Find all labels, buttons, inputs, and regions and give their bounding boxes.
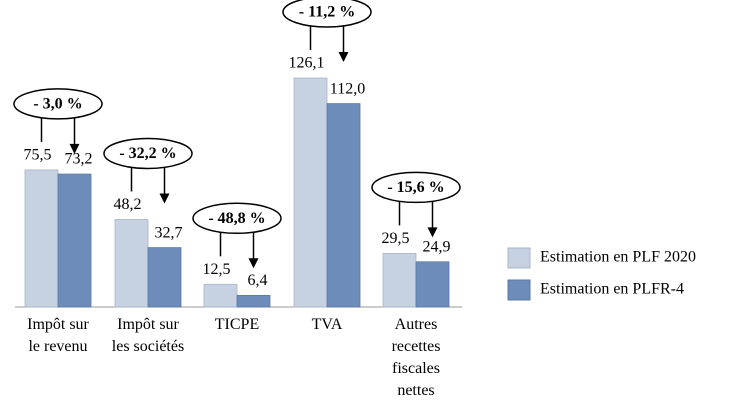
- annotation-ellipse: [13, 88, 103, 120]
- bar: [57, 173, 92, 308]
- value-label: 73,2: [65, 151, 93, 168]
- value-label: 12,5: [203, 261, 231, 278]
- arrow-head: [159, 193, 170, 204]
- arrow-head: [338, 52, 349, 63]
- bar: [24, 169, 59, 308]
- value-label: 112,0: [330, 80, 365, 97]
- bar: [382, 253, 417, 308]
- arrow-head: [248, 258, 259, 269]
- value-label: 24,9: [423, 238, 451, 255]
- value-label: 75,5: [24, 147, 52, 164]
- bar: [236, 294, 271, 308]
- bar: [293, 77, 328, 308]
- annotation: - 3,0 %: [33, 96, 82, 113]
- annotation: - 11,2 %: [299, 4, 355, 21]
- value-label: 126,1: [289, 55, 325, 72]
- arrow-head: [427, 227, 438, 238]
- annotation-ellipse: [282, 0, 372, 28]
- legend-swatch: [507, 279, 531, 301]
- bar: [147, 247, 182, 308]
- legend-label: Estimation en PLFR-4: [540, 281, 684, 298]
- annotation: - 32,2 %: [119, 145, 176, 162]
- annotation-ellipse: [192, 202, 282, 235]
- annotation: - 15,6 %: [387, 179, 444, 196]
- value-label: 48,2: [114, 196, 142, 213]
- x-tick-label: TICPE: [214, 316, 260, 333]
- value-label: 32,7: [155, 224, 183, 241]
- bar: [114, 219, 149, 308]
- x-tick-label: Autres recettes fiscales nettes: [391, 316, 441, 399]
- x-tick-label: TVA: [311, 316, 343, 333]
- x-tick-label: Impôt sur le revenu: [27, 316, 89, 355]
- annotation-ellipse: [103, 137, 193, 170]
- annotation: - 48,8 %: [208, 210, 265, 227]
- arrow-head: [69, 143, 80, 154]
- legend-swatch: [507, 247, 531, 269]
- annotation-ellipse: [371, 171, 461, 204]
- x-tick-label: Impôt sur les sociétés: [111, 316, 185, 355]
- value-label: 6,4: [248, 272, 268, 289]
- legend-label: Estimation en PLF 2020: [540, 249, 696, 266]
- bar: [326, 103, 361, 308]
- bar: [415, 261, 450, 308]
- bar: [203, 283, 238, 308]
- value-label: 29,5: [382, 230, 410, 247]
